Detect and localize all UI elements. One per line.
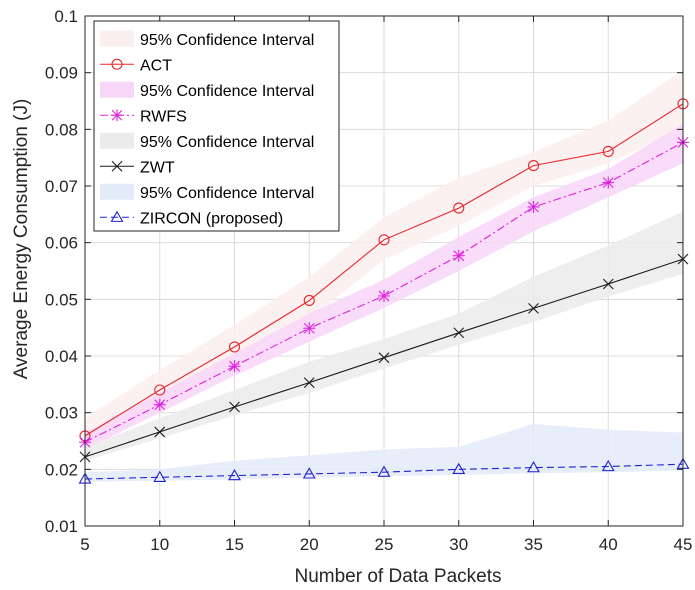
data-point-zircon (377, 465, 391, 477)
data-point-act (527, 160, 540, 172)
x-tick-label: 45 (674, 535, 693, 554)
legend-label-band-zwt: 95% Confidence Interval (140, 134, 314, 151)
data-point-zircon (153, 470, 167, 482)
y-tick-label: 0.06 (45, 234, 78, 253)
legend-marker-zircon (110, 210, 124, 222)
data-point-act (228, 341, 241, 353)
x-axis-label: Number of Data Packets (295, 566, 502, 587)
data-point-zwt-stroke (303, 377, 315, 389)
y-tick-label: 0.02 (45, 460, 78, 479)
data-point-rwfs (228, 360, 241, 373)
legend-swatch-band-zwt (100, 132, 134, 149)
legend-marker-zwt (111, 160, 123, 172)
legend-swatch-band-rwfs (100, 81, 134, 98)
legend-marker-act (111, 58, 123, 70)
data-point-rwfs (153, 398, 166, 411)
data-point-zwt (378, 352, 390, 364)
data-point-zircon (228, 468, 241, 481)
data-point-rwfs (303, 322, 316, 335)
data-point-act (378, 234, 390, 246)
y-axis-label: Average Energy Consumption (J) (11, 99, 32, 380)
data-point-act (602, 145, 614, 157)
data-point-zwt-stroke (229, 401, 240, 413)
legend: 95% Confidence Interval ACT 95% Confidence… (93, 20, 340, 232)
data-point-zwt-stroke (453, 327, 465, 339)
legend-label-band-rwfs: 95% Confidence Interval (140, 83, 314, 100)
legend-label-zwt: ZWT (140, 159, 175, 176)
x-tick-label: 15 (225, 535, 244, 554)
y-tick-label: 0.09 (45, 64, 78, 83)
data-point-rwfs (452, 249, 465, 262)
data-point-zircon (527, 461, 540, 473)
legend-box (93, 20, 340, 232)
data-point-zwt-stroke (602, 278, 614, 290)
y-tick-label: 0.1 (54, 7, 78, 26)
data-point-zwt-stroke (528, 303, 539, 314)
data-point-zwt (528, 303, 539, 314)
plot-area: 5 10 15 20 25 30 35 40 45 0.01 0.02 0.03 0.04 0.05 0.0… (45, 7, 693, 554)
data-point-zwt (453, 327, 465, 339)
data-point-act (303, 294, 315, 307)
legend-label-band-act: 95% Confidence Interval (140, 32, 314, 49)
legend-label-zircon: ZIRCON (proposed) (140, 210, 283, 227)
data-point-act (154, 384, 166, 396)
data-point-rwfs (602, 176, 615, 189)
confidence-band-zwt (85, 211, 683, 461)
y-tick-label: 0.04 (45, 347, 78, 366)
data-point-zwt (303, 377, 315, 389)
data-point-zwt (154, 426, 166, 438)
x-tick-label: 10 (150, 535, 169, 554)
data-point-zwt-stroke (378, 352, 390, 364)
x-tick-label: 20 (300, 535, 319, 554)
confidence-band-zircon (85, 424, 683, 482)
x-tick-label: 40 (599, 535, 618, 554)
data-point-zircon (452, 462, 466, 475)
data-point-zircon (302, 467, 316, 479)
legend-label-rwfs: RWFS (140, 108, 187, 125)
y-tick-label: 0.05 (45, 290, 78, 309)
series-line-act (84, 103, 684, 437)
x-tick-label: 25 (375, 535, 394, 554)
legend-marker-rwfs (111, 109, 123, 122)
y-tick-label: 0.08 (45, 120, 78, 139)
x-tick-label: 5 (80, 535, 89, 554)
x-tick-label: 30 (449, 535, 468, 554)
y-tick-label: 0.01 (45, 517, 78, 536)
legend-swatch-band-zircon (100, 183, 134, 200)
data-point-zwt-stroke (154, 426, 166, 438)
data-point-act (453, 202, 465, 214)
data-point-zwt (229, 401, 240, 413)
legend-marker-zwt-stroke (111, 160, 123, 172)
data-point-zircon (601, 459, 615, 472)
legend-label-act: ACT (140, 57, 172, 74)
data-point-zwt (602, 278, 614, 290)
data-point-rwfs (527, 200, 540, 213)
legend-swatch-band-act (100, 30, 134, 47)
legend-label-band-zircon: 95% Confidence Interval (140, 185, 314, 202)
series-line-zircon (84, 463, 684, 480)
x-tick-label: 35 (524, 535, 543, 554)
y-tick-label: 0.03 (45, 404, 78, 423)
y-tick-label: 0.07 (45, 177, 78, 196)
data-point-rwfs (378, 289, 390, 302)
